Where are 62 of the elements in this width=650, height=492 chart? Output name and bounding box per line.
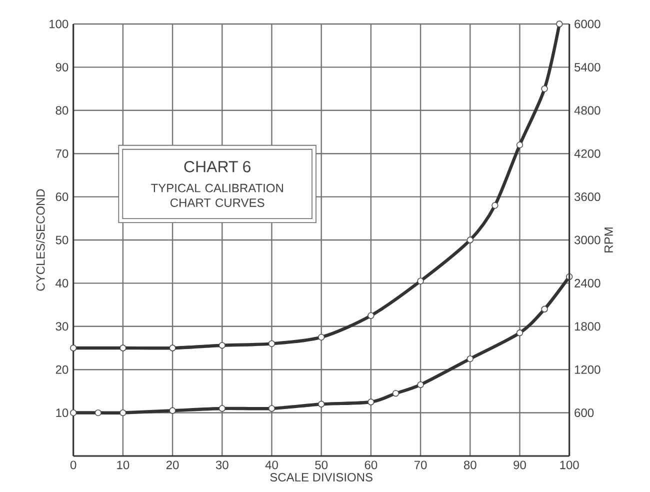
text: TYPICAL CALIBRATION CHART CURVES (151, 184, 283, 207)
point (556, 20, 563, 28)
y-tick-label: 10 (56, 408, 68, 418)
y-tick-label: 40 (56, 278, 68, 288)
y2-tick-label: 6000 (574, 20, 600, 28)
y-tick-label: 90 (56, 62, 68, 72)
x-tick-label: 100 (560, 460, 579, 470)
point (417, 381, 424, 388)
point (466, 355, 474, 362)
point (218, 342, 226, 349)
point (169, 407, 176, 414)
point (466, 236, 474, 244)
x-tick-label: 40 (265, 460, 278, 470)
y-tick-label: 70 (56, 149, 68, 158)
x-tick-label: 20 (166, 460, 179, 470)
point (70, 344, 77, 352)
y-tick-label: 100 (50, 20, 68, 28)
y2-axis-title: RPM (604, 228, 613, 252)
x-tick-label: 70 (414, 460, 427, 470)
point (318, 400, 325, 408)
y-tick-label: 80 (56, 106, 68, 115)
point (218, 405, 226, 412)
y2-tick-label: 600 (574, 408, 594, 418)
point (318, 334, 325, 341)
y2-tick-label: 2400 (574, 278, 600, 288)
point (541, 306, 548, 312)
y2-tick-label: 5400 (574, 62, 600, 72)
x-tick-label: 10 (117, 460, 130, 470)
point (492, 202, 498, 209)
point (94, 409, 102, 416)
point (120, 409, 126, 416)
point (516, 142, 524, 148)
text: CHART 6 (184, 161, 250, 172)
y2-tick-label: 3600 (574, 192, 600, 202)
y2-tick-label: 4200 (574, 149, 600, 158)
point (368, 312, 374, 319)
point (268, 340, 276, 348)
point (417, 278, 424, 284)
y2-tick-label: 1200 (574, 365, 600, 374)
y-axis-title: CYCLES/SECOND (36, 189, 45, 291)
point (70, 409, 77, 416)
x-tick-label: 0 (70, 460, 76, 470)
y-tick-label: 20 (56, 365, 68, 374)
y-tick-label: 60 (56, 192, 68, 202)
point (120, 344, 126, 352)
x-tick-label: 60 (364, 460, 378, 470)
y2-tick-label: 1800 (574, 322, 600, 331)
point (268, 405, 276, 412)
y-tick-label: 30 (56, 322, 68, 331)
point (541, 85, 548, 92)
x-tick-label: 90 (514, 460, 526, 470)
x-tick-label: 80 (464, 460, 476, 470)
point (516, 330, 524, 336)
y-tick-label: 50 (56, 236, 68, 244)
x-tick-label: 50 (315, 460, 328, 470)
x-tick-label: 30 (216, 460, 228, 470)
y2-tick-label: 4800 (574, 106, 600, 115)
point (169, 344, 176, 352)
y2-tick-label: 3000 (574, 236, 600, 244)
point (392, 390, 400, 397)
point (368, 398, 374, 406)
x-axis-title: SCALE DIVISIONS (270, 473, 372, 482)
